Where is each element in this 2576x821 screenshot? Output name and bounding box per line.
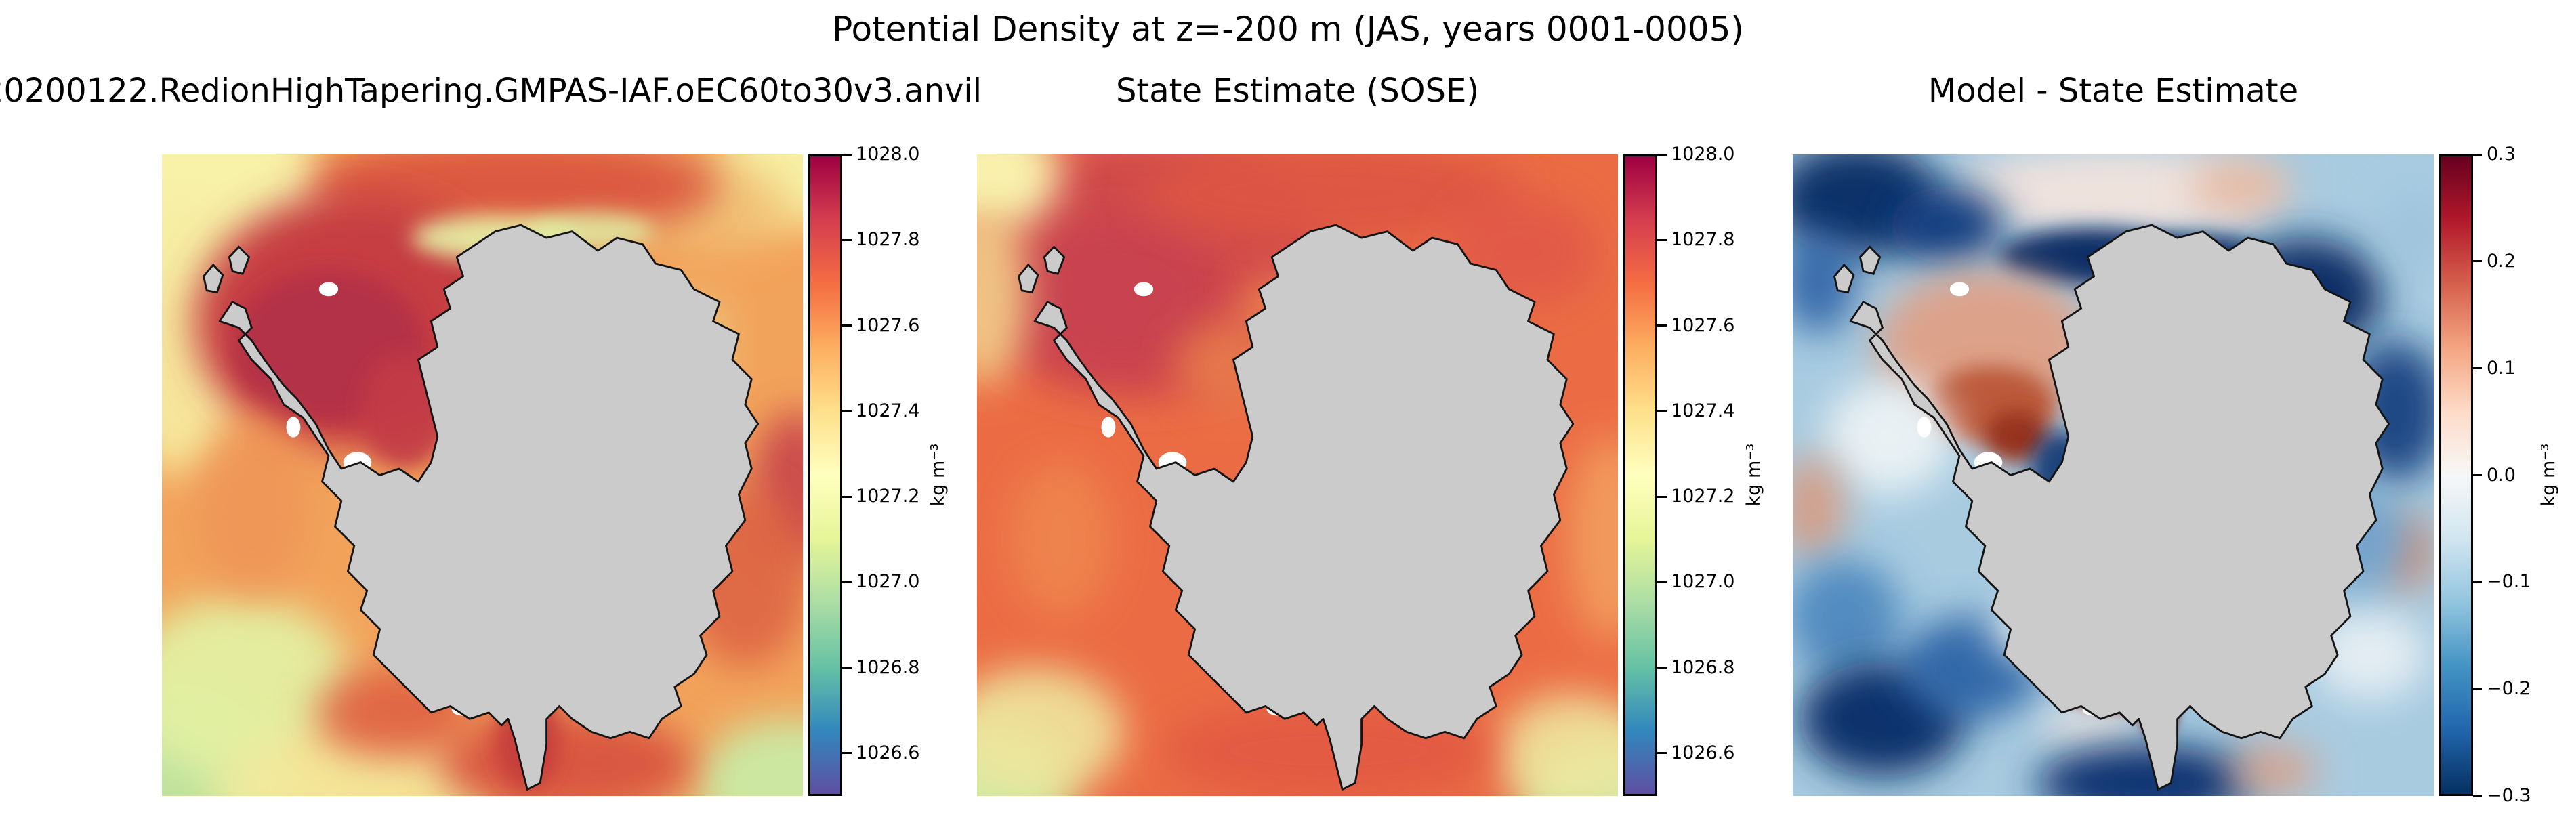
- colorbar-tick-label: 0.2: [2487, 250, 2516, 272]
- colorbar-unit-label-sose: kg m⁻³: [1743, 443, 1764, 507]
- colorbar-tick-mark: [2473, 474, 2482, 476]
- colorbar-gradient-sose: [1623, 154, 1657, 796]
- island: [1017, 263, 1039, 294]
- colorbar-gradient-model: [808, 154, 842, 796]
- colorbar-tick-label: 1028.0: [1671, 144, 1735, 165]
- map-model: [162, 154, 803, 796]
- colorbar-tick-mark: [1657, 581, 1667, 583]
- colorbar-tick-mark: [2473, 367, 2482, 370]
- antarctica-landmass: [218, 224, 760, 791]
- colorbar-tick-label: 1026.8: [1671, 656, 1735, 678]
- antarctica-landmass: [1033, 224, 1575, 791]
- colorbar-unit-label-model: kg m⁻³: [928, 443, 949, 507]
- colorbar-tick-mark: [842, 153, 852, 156]
- panel-title-diff: Model - State Estimate: [1928, 72, 2299, 110]
- panel-title-sose: State Estimate (SOSE): [1115, 72, 1480, 110]
- colorbar-tick-label: −0.2: [2487, 678, 2531, 700]
- colorbar-tick-mark: [1657, 752, 1667, 755]
- colorbar-tick-label: 1026.6: [1671, 742, 1735, 763]
- colorbar-tick-label: 1026.8: [856, 656, 920, 678]
- colorbar-tick-label: 1027.0: [856, 571, 920, 593]
- colorbar-tick-mark: [842, 581, 852, 583]
- colorbar-unit-label-diff: kg m⁻³: [2538, 443, 2559, 507]
- colorbar-tick-label: 1027.6: [856, 314, 920, 336]
- colorbar-tick-label: 1027.8: [1671, 229, 1735, 251]
- panel-title-model: 20200122.RedionHighTapering.GMPAS-IAF.oE…: [0, 72, 982, 110]
- island: [202, 263, 224, 294]
- map-diff: [1793, 154, 2434, 796]
- colorbar-tick-label: 1027.2: [1671, 486, 1735, 507]
- colorbar-tick-label: 0.1: [2487, 357, 2516, 379]
- colorbar-tick-mark: [842, 238, 852, 241]
- colorbar-tick-label: 0.3: [2487, 144, 2516, 165]
- colorbar-tick-mark: [2473, 688, 2482, 690]
- island: [228, 245, 251, 275]
- colorbar-tick-mark: [1657, 410, 1667, 413]
- colorbar-tick-label: −0.1: [2487, 571, 2531, 593]
- colorbar-tick-mark: [2473, 260, 2482, 263]
- island: [1833, 263, 1855, 294]
- colorbar-tick-mark: [2473, 581, 2482, 583]
- colorbar-tick-label: 1026.6: [856, 742, 920, 763]
- colorbar-tick-label: 1027.6: [1671, 314, 1735, 336]
- colorbar-gradient-diff: [2439, 154, 2473, 796]
- colorbar-tick-mark: [1657, 324, 1667, 327]
- island: [1858, 245, 1882, 275]
- colorbar-tick-label: 1027.4: [1671, 400, 1735, 421]
- colorbar-tick-mark: [1657, 495, 1667, 498]
- island: [1043, 245, 1066, 275]
- colorbar-tick-label: 1027.2: [856, 486, 920, 507]
- colorbar-tick-mark: [2473, 153, 2482, 156]
- colorbar-tick-mark: [842, 667, 852, 669]
- colorbar-tick-label: −0.3: [2487, 785, 2531, 806]
- colorbar-tick-label: 1028.0: [856, 144, 920, 165]
- figure-title: Potential Density at z=-200 m (JAS, year…: [832, 9, 1744, 49]
- colorbar-tick-label: 1027.4: [856, 400, 920, 421]
- colorbar-tick-mark: [1657, 238, 1667, 241]
- colorbar-tick-label: 0.0: [2487, 464, 2516, 486]
- colorbar-tick-mark: [1657, 667, 1667, 669]
- colorbar-tick-mark: [842, 752, 852, 755]
- colorbar-tick-mark: [1657, 153, 1667, 156]
- map-sose: [977, 154, 1618, 796]
- colorbar-tick-mark: [842, 495, 852, 498]
- colorbar-tick-label: 1027.0: [1671, 571, 1735, 593]
- colorbar-tick-mark: [842, 410, 852, 413]
- antarctica-landmass: [1849, 224, 2390, 791]
- colorbar-tick-mark: [2473, 795, 2482, 797]
- colorbar-tick-label: 1027.8: [856, 229, 920, 251]
- colorbar-tick-mark: [842, 324, 852, 327]
